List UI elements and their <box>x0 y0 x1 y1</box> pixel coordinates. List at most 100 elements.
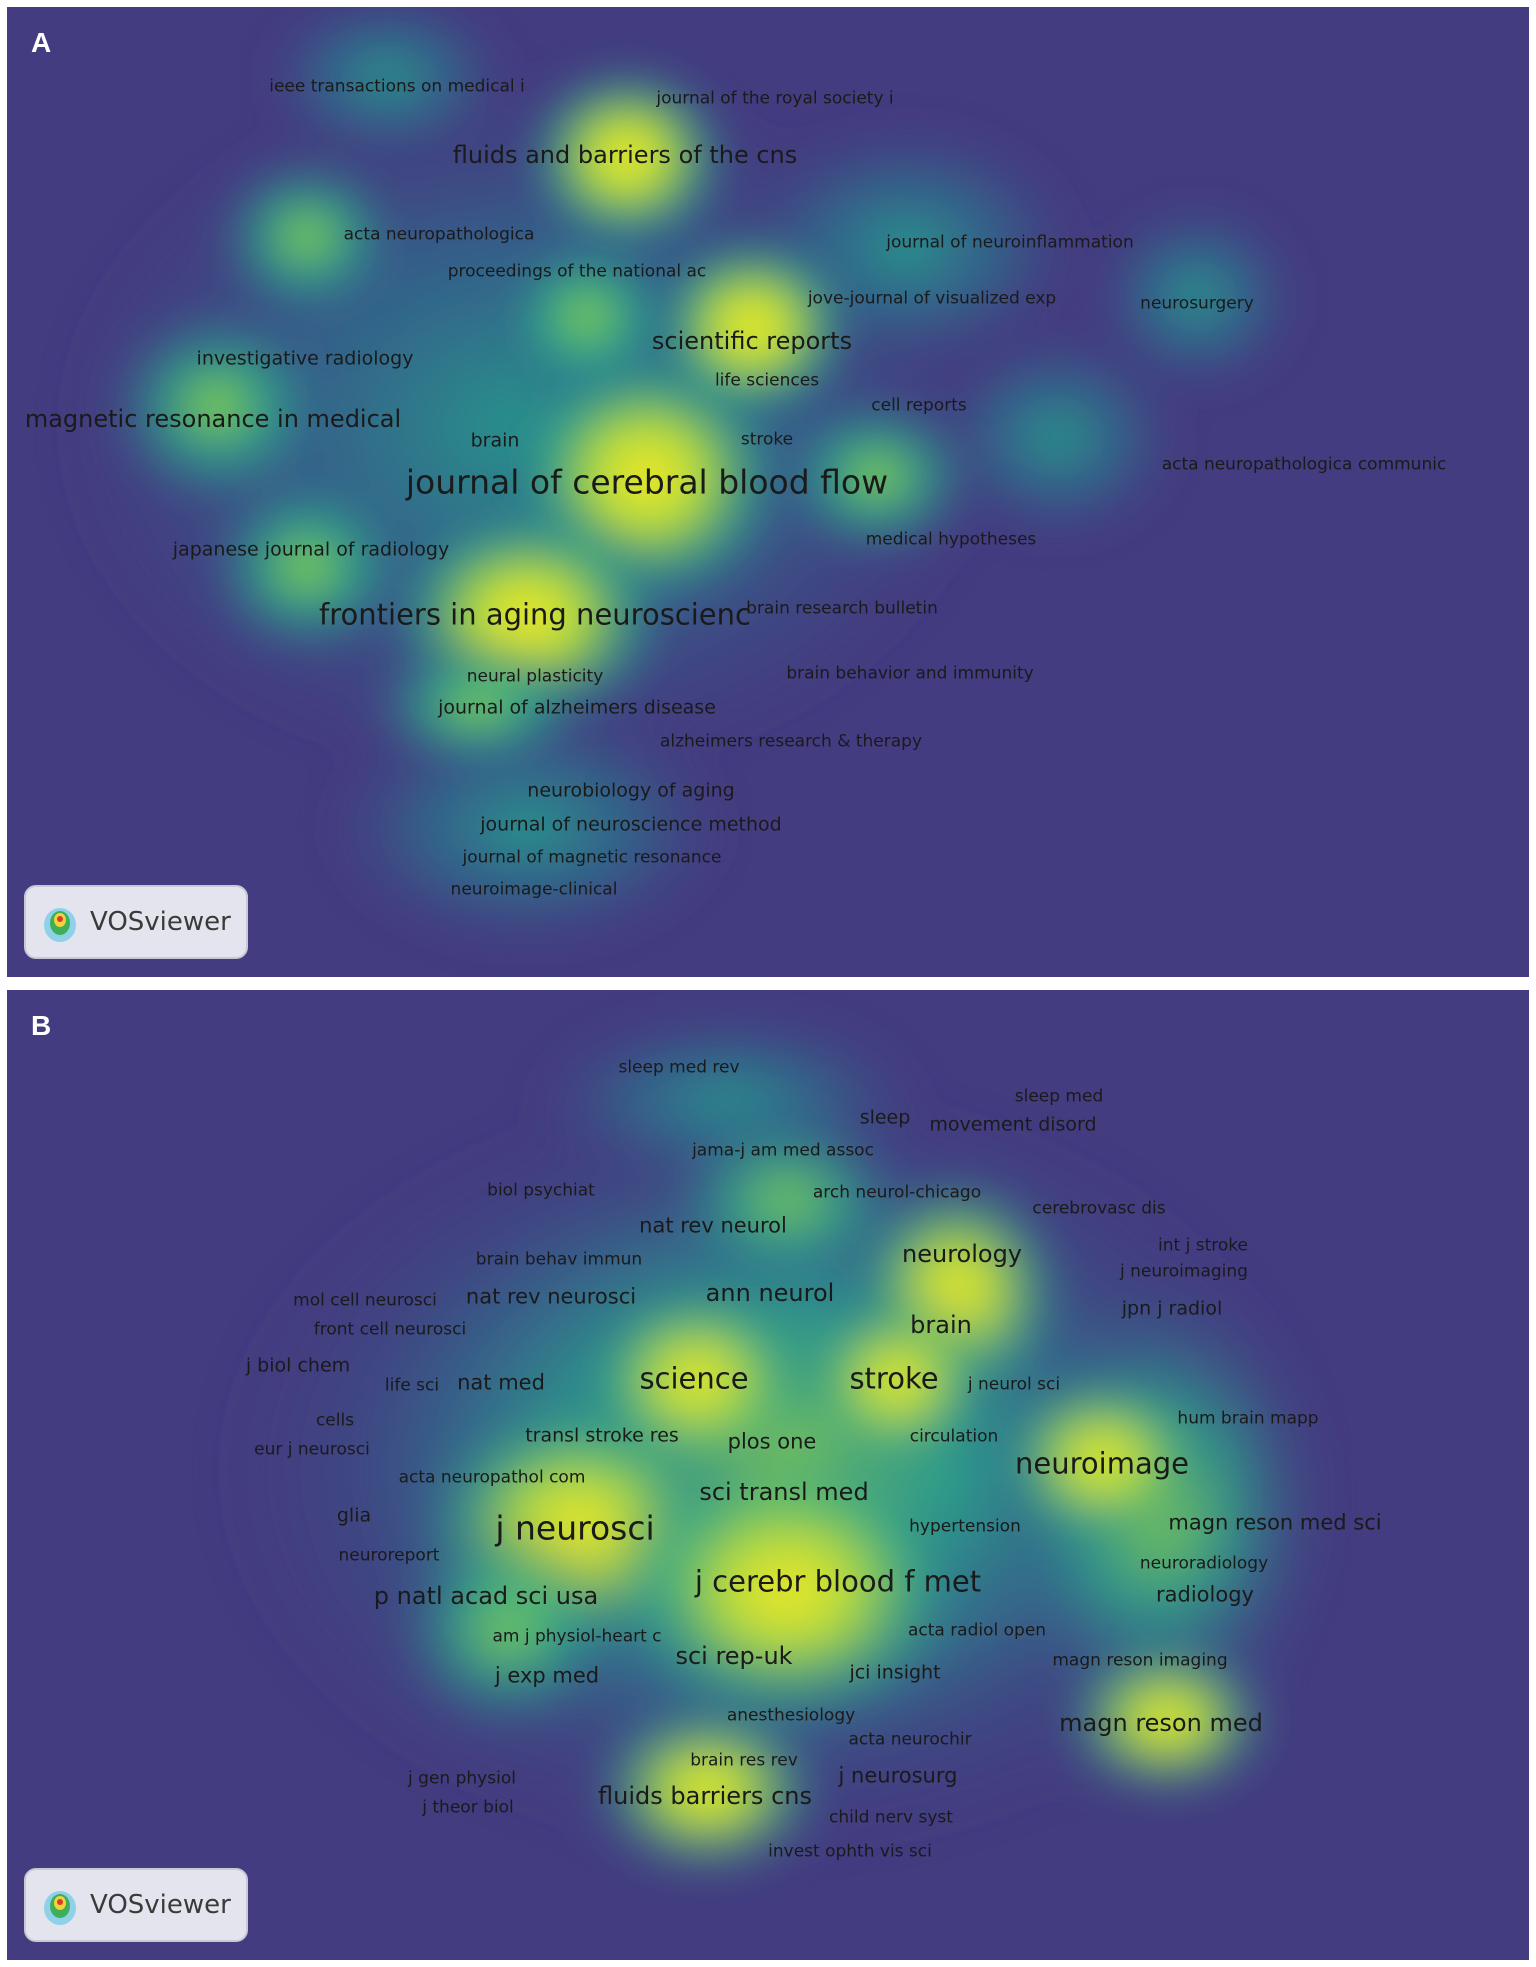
journal-label[interactable]: neuroimage <box>1015 1446 1189 1481</box>
journal-label[interactable]: alzheimers research & therapy <box>659 731 923 752</box>
journal-label[interactable]: arch neurol-chicago <box>812 1182 982 1203</box>
journal-label[interactable]: japanese journal of radiology <box>172 538 450 561</box>
vosviewer-label: VOSviewer <box>90 1890 231 1920</box>
journal-label[interactable]: neurobiology of aging <box>527 779 735 802</box>
journal-label[interactable]: am j physiol-heart c <box>492 1626 662 1647</box>
journal-label[interactable]: magnetic resonance in medical <box>24 405 402 433</box>
journal-label[interactable]: int j stroke <box>1158 1235 1248 1256</box>
journal-label[interactable]: brain research bulletin <box>746 598 938 619</box>
journal-label[interactable]: neuroreport <box>338 1545 440 1566</box>
density-map-panel-b[interactable]: B sleep med rev sleep med sleep movement di… <box>7 990 1529 1960</box>
journal-label[interactable]: sleep <box>859 1106 911 1129</box>
density-heatmap-b <box>207 1010 1327 1880</box>
journal-label[interactable]: sci rep-uk <box>675 1642 793 1670</box>
journal-label[interactable]: child nerv syst <box>829 1807 953 1828</box>
journal-label[interactable]: ieee transactions on medical i <box>269 76 525 97</box>
journal-label[interactable]: radiology <box>1156 1582 1254 1607</box>
journal-label[interactable]: jove-journal of visualized exp <box>807 288 1057 309</box>
journal-label[interactable]: brain behavior and immunity <box>786 663 1034 684</box>
journal-label[interactable]: movement disord <box>929 1113 1097 1136</box>
journal-label[interactable]: neurosurgery <box>1140 293 1254 314</box>
journal-label[interactable]: front cell neurosci <box>313 1319 467 1340</box>
journal-label[interactable]: acta neurochir <box>848 1729 972 1750</box>
journal-label[interactable]: sleep med rev <box>618 1057 740 1078</box>
panel-letter: B <box>31 1010 52 1041</box>
journal-label[interactable]: fluids and barriers of the cns <box>452 141 798 169</box>
journal-label[interactable]: neuroimage-clinical <box>450 879 618 900</box>
vosviewer-badge: VOSviewer <box>24 885 248 959</box>
journal-label[interactable]: sci transl med <box>699 1478 869 1506</box>
journal-label[interactable]: brain res rev <box>690 1750 798 1771</box>
journal-label[interactable]: eur j neurosci <box>254 1439 370 1460</box>
journal-label[interactable]: j cerebr blood f met <box>694 1564 982 1599</box>
journal-label[interactable]: journal of alzheimers disease <box>438 696 716 719</box>
journal-label[interactable]: scientific reports <box>651 327 853 355</box>
journal-label[interactable]: acta radiol open <box>907 1620 1047 1641</box>
journal-label[interactable]: magn reson med sci <box>1168 1510 1382 1535</box>
journal-label[interactable]: glia <box>336 1504 372 1527</box>
journal-label[interactable]: sleep med <box>1014 1086 1104 1107</box>
journal-label[interactable]: j neurosci <box>495 1508 655 1548</box>
journal-label[interactable]: ann neurol <box>705 1279 835 1307</box>
journal-label[interactable]: circulation <box>909 1426 999 1447</box>
journal-label[interactable]: magn reson imaging <box>1052 1650 1228 1671</box>
journal-label[interactable]: brain <box>470 429 520 452</box>
journal-label[interactable]: cells <box>315 1410 355 1431</box>
journal-label[interactable]: cerebrovasc dis <box>1032 1198 1166 1219</box>
journal-label[interactable]: stroke <box>740 429 794 450</box>
journal-label[interactable]: acta neuropathol com <box>398 1467 586 1488</box>
journal-label[interactable]: acta neuropathologica <box>343 224 535 245</box>
journal-label[interactable]: investigative radiology <box>196 347 414 370</box>
journal-label[interactable]: transl stroke res <box>525 1424 679 1447</box>
journal-label[interactable]: neurology <box>902 1240 1022 1268</box>
journal-label[interactable]: j neurol sci <box>967 1374 1061 1395</box>
journal-label[interactable]: hypertension <box>909 1516 1021 1537</box>
journal-label[interactable]: jci insight <box>849 1661 941 1684</box>
journal-label[interactable]: j exp med <box>494 1663 600 1688</box>
journal-label[interactable]: life sciences <box>714 370 820 391</box>
journal-label[interactable]: journal of the royal society i <box>656 88 894 109</box>
journal-label[interactable]: life sci <box>384 1375 440 1396</box>
journal-label[interactable]: biol psychiat <box>487 1180 595 1201</box>
journal-label[interactable]: j neurosurg <box>838 1763 958 1788</box>
journal-label[interactable]: acta neuropathologica communic <box>1161 454 1447 475</box>
journal-label[interactable]: brain behav immun <box>475 1249 643 1270</box>
journal-label[interactable]: magn reson med <box>1059 1709 1263 1737</box>
vosviewer-badge: VOSviewer <box>24 1868 248 1942</box>
density-heatmap-a <box>47 7 1307 957</box>
journal-label[interactable]: brain <box>910 1311 972 1339</box>
journal-label[interactable]: fluids barriers cns <box>598 1782 812 1810</box>
journal-label[interactable]: hum brain mapp <box>1177 1408 1319 1429</box>
journal-label[interactable]: frontiers in aging neuroscienc <box>319 597 751 632</box>
journal-label[interactable]: stroke <box>849 1361 939 1396</box>
vosviewer-label: VOSviewer <box>90 907 231 937</box>
journal-label[interactable]: p natl acad sci usa <box>373 1582 599 1610</box>
journal-label[interactable]: plos one <box>727 1429 817 1454</box>
journal-label[interactable]: j theor biol <box>422 1797 514 1818</box>
journal-label[interactable]: medical hypotheses <box>865 529 1037 550</box>
density-map-panel-a[interactable]: A ieee transactions on medical i journal … <box>7 7 1529 977</box>
journal-label[interactable]: nat rev neurosci <box>465 1284 637 1309</box>
journal-label[interactable]: j neuroimaging <box>1120 1261 1248 1282</box>
panel-letter: A <box>31 27 52 58</box>
journal-label[interactable]: journal of magnetic resonance <box>462 847 722 868</box>
journal-label[interactable]: mol cell neurosci <box>293 1290 437 1311</box>
journal-label[interactable]: j gen physiol <box>408 1768 516 1789</box>
journal-label[interactable]: jama-j am med assoc <box>692 1140 874 1161</box>
journal-label[interactable]: journal of neuroscience method <box>480 813 782 836</box>
journal-label[interactable]: cell reports <box>871 395 967 416</box>
journal-label[interactable]: neural plasticity <box>466 666 604 687</box>
journal-label[interactable]: proceedings of the national ac <box>447 261 707 282</box>
journal-label[interactable]: j biol chem <box>245 1354 351 1377</box>
journal-label[interactable]: science <box>639 1361 749 1396</box>
journal-label[interactable]: journal of neuroinflammation <box>886 232 1134 253</box>
journal-label[interactable]: neuroradiology <box>1139 1553 1269 1574</box>
journal-label[interactable]: anesthesiology <box>726 1705 856 1726</box>
journal-label[interactable]: nat med <box>457 1370 545 1395</box>
journal-label[interactable]: jpn j radiol <box>1121 1297 1223 1320</box>
vosviewer-logo-icon <box>44 908 76 942</box>
vosviewer-logo-icon <box>44 1891 76 1925</box>
journal-label[interactable]: nat rev neurol <box>639 1213 787 1238</box>
journal-label[interactable]: invest ophth vis sci <box>768 1841 932 1862</box>
journal-label[interactable]: journal of cerebral blood flow <box>405 462 889 502</box>
